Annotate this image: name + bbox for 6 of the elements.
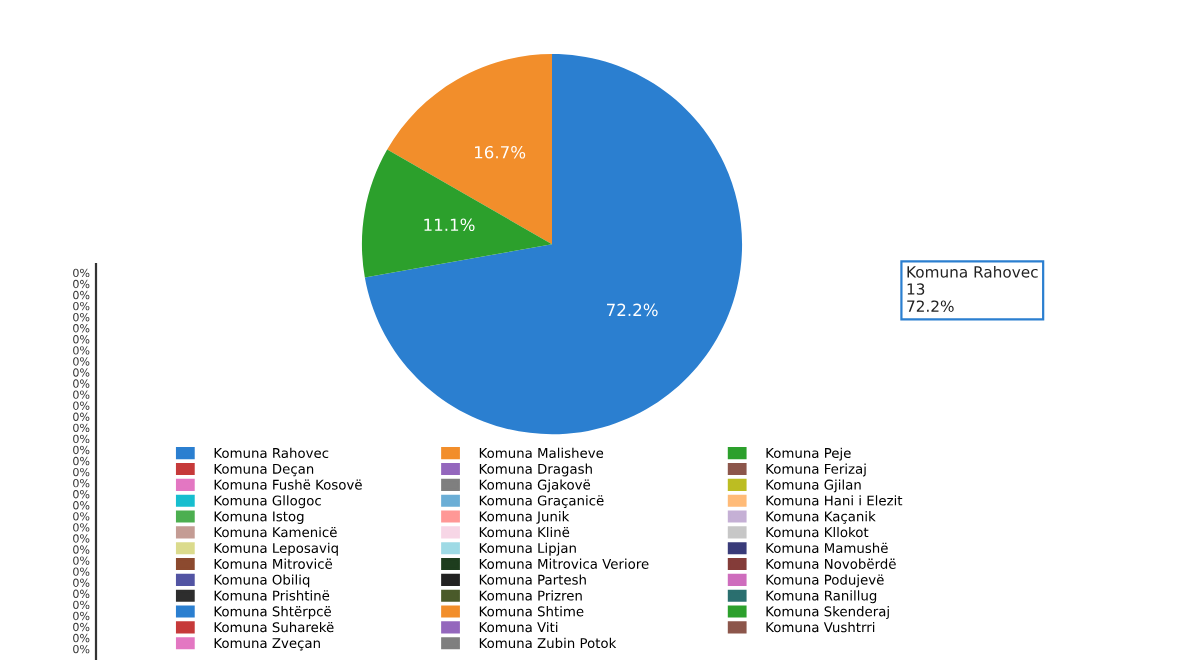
data-label: 72.2% xyxy=(607,303,658,317)
pie-slice xyxy=(364,54,743,435)
data-label: 16.7% xyxy=(474,145,526,159)
pie-slice xyxy=(387,54,552,245)
data-label: 11.1% xyxy=(424,218,475,232)
pie-slice xyxy=(361,149,552,278)
